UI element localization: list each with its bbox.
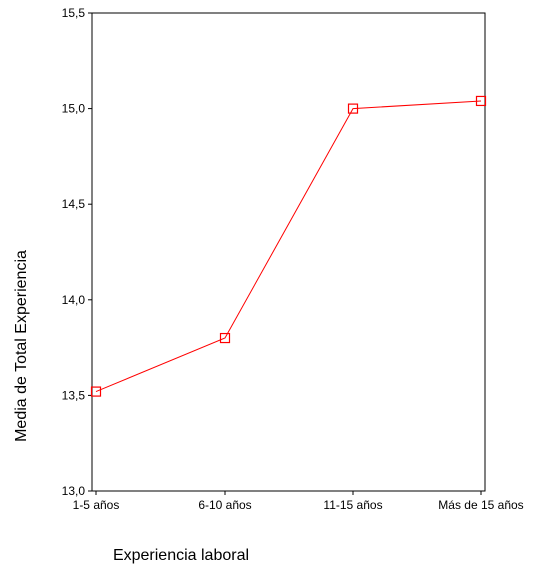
x-tick-label: 11-15 años <box>323 498 382 512</box>
plot-frame <box>91 12 486 492</box>
series-layer <box>90 95 487 397</box>
x-axis: 1-5 años 6-10 años 11-15 años Más de 15 año… <box>73 491 524 512</box>
x-tick-label: 6-10 años <box>198 498 251 512</box>
x-tick-label: 1-5 años <box>73 498 120 512</box>
y-tick-label: 13,5 <box>62 388 86 402</box>
data-point <box>347 103 359 114</box>
y-tick-label: 14,0 <box>62 293 86 307</box>
data-point <box>219 332 231 344</box>
plot-border <box>91 12 486 492</box>
data-point <box>90 386 102 397</box>
series-line <box>95 100 482 393</box>
y-axis: 13,0 13,5 14,0 14,5 15,0 15,5 <box>62 6 92 498</box>
y-tick-label: 15,0 <box>62 102 86 116</box>
y-tick-label: 15,5 <box>62 6 86 20</box>
y-axis-label: Media de Total Experiencia <box>13 250 30 442</box>
x-axis-label: Experiencia laboral <box>113 547 249 564</box>
y-tick-label: 13,0 <box>62 484 86 498</box>
y-tick-label: 14,5 <box>62 197 86 211</box>
x-tick-label: Más de 15 años <box>438 498 523 512</box>
data-point <box>475 95 487 107</box>
